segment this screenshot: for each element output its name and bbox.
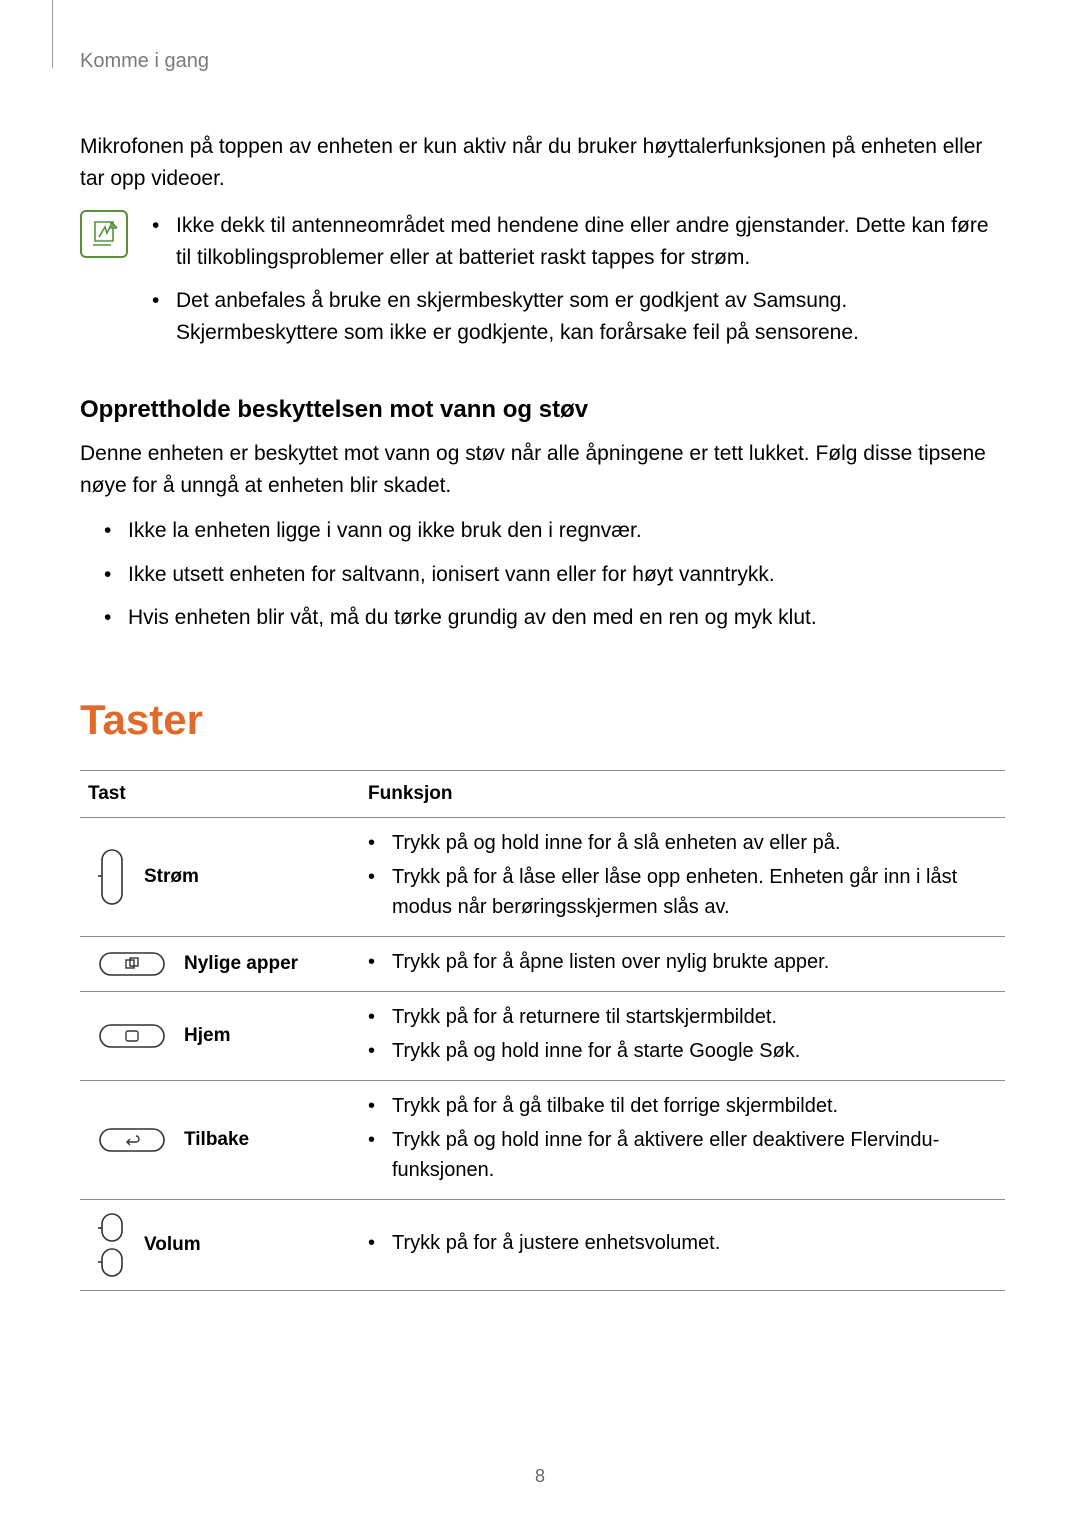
- recent-apps-icon: [98, 951, 166, 977]
- note-list: Ikke dekk til antenneområdet med hendene…: [152, 210, 1005, 360]
- table-row: Hjem Trykk på for å returnere til starts…: [80, 991, 1005, 1080]
- key-label: Tilbake: [184, 1129, 249, 1151]
- key-label: Strøm: [144, 866, 199, 888]
- subsection-heading: Opprettholde beskyttelsen mot vann og st…: [80, 396, 1005, 424]
- subsection-para: Denne enheten er beskyttet mot vann og s…: [80, 438, 1005, 501]
- function-item: Trykk på for å åpne listen over nylig br…: [368, 947, 997, 977]
- home-icon: [98, 1023, 166, 1049]
- back-icon: [98, 1127, 166, 1153]
- function-item: Trykk på for å returnere til startskjerm…: [368, 1002, 997, 1032]
- note-item: Ikke dekk til antenneområdet med hendene…: [152, 210, 1005, 273]
- table-header-function: Funksjon: [360, 770, 1005, 817]
- key-label: Volum: [144, 1234, 201, 1256]
- page-number: 8: [535, 1466, 545, 1487]
- section-heading: Taster: [80, 696, 1005, 744]
- bullet-item: Ikke utsett enheten for saltvann, ionise…: [104, 559, 1005, 591]
- function-item: Trykk på for å gå tilbake til det forrig…: [368, 1091, 997, 1121]
- volume-icon: [98, 1210, 126, 1280]
- subsection-bullets: Ikke la enheten ligge i vann og ikke bru…: [80, 515, 1005, 634]
- function-item: Trykk på og hold inne for å aktivere ell…: [368, 1125, 997, 1185]
- table-header-key: Tast: [80, 770, 360, 817]
- function-item: Trykk på for å låse eller låse opp enhet…: [368, 862, 997, 922]
- keys-table: Tast Funksjon Strøm Trykk på og: [80, 770, 1005, 1291]
- breadcrumb: Komme i gang: [80, 50, 1005, 73]
- note-icon: [80, 210, 128, 258]
- table-row: Tilbake Trykk på for å gå tilbake til de…: [80, 1080, 1005, 1199]
- note-block: Ikke dekk til antenneområdet med hendene…: [80, 210, 1005, 360]
- note-item: Det anbefales å bruke en skjermbeskytter…: [152, 285, 1005, 348]
- key-label: Nylige apper: [184, 953, 298, 975]
- key-label: Hjem: [184, 1025, 230, 1047]
- table-row: Nylige apper Trykk på for å åpne listen …: [80, 936, 1005, 991]
- bullet-item: Ikke la enheten ligge i vann og ikke bru…: [104, 515, 1005, 547]
- function-item: Trykk på for å justere enhetsvolumet.: [368, 1228, 997, 1258]
- function-item: Trykk på og hold inne for å slå enheten …: [368, 828, 997, 858]
- intro-text: Mikrofonen på toppen av enheten er kun a…: [80, 131, 1005, 194]
- table-row: Strøm Trykk på og hold inne for å slå en…: [80, 817, 1005, 936]
- table-row: Volum Trykk på for å justere enhetsvolum…: [80, 1199, 1005, 1290]
- bullet-item: Hvis enheten blir våt, må du tørke grund…: [104, 602, 1005, 634]
- power-icon: [98, 846, 126, 908]
- function-item: Trykk på og hold inne for å starte Googl…: [368, 1036, 997, 1066]
